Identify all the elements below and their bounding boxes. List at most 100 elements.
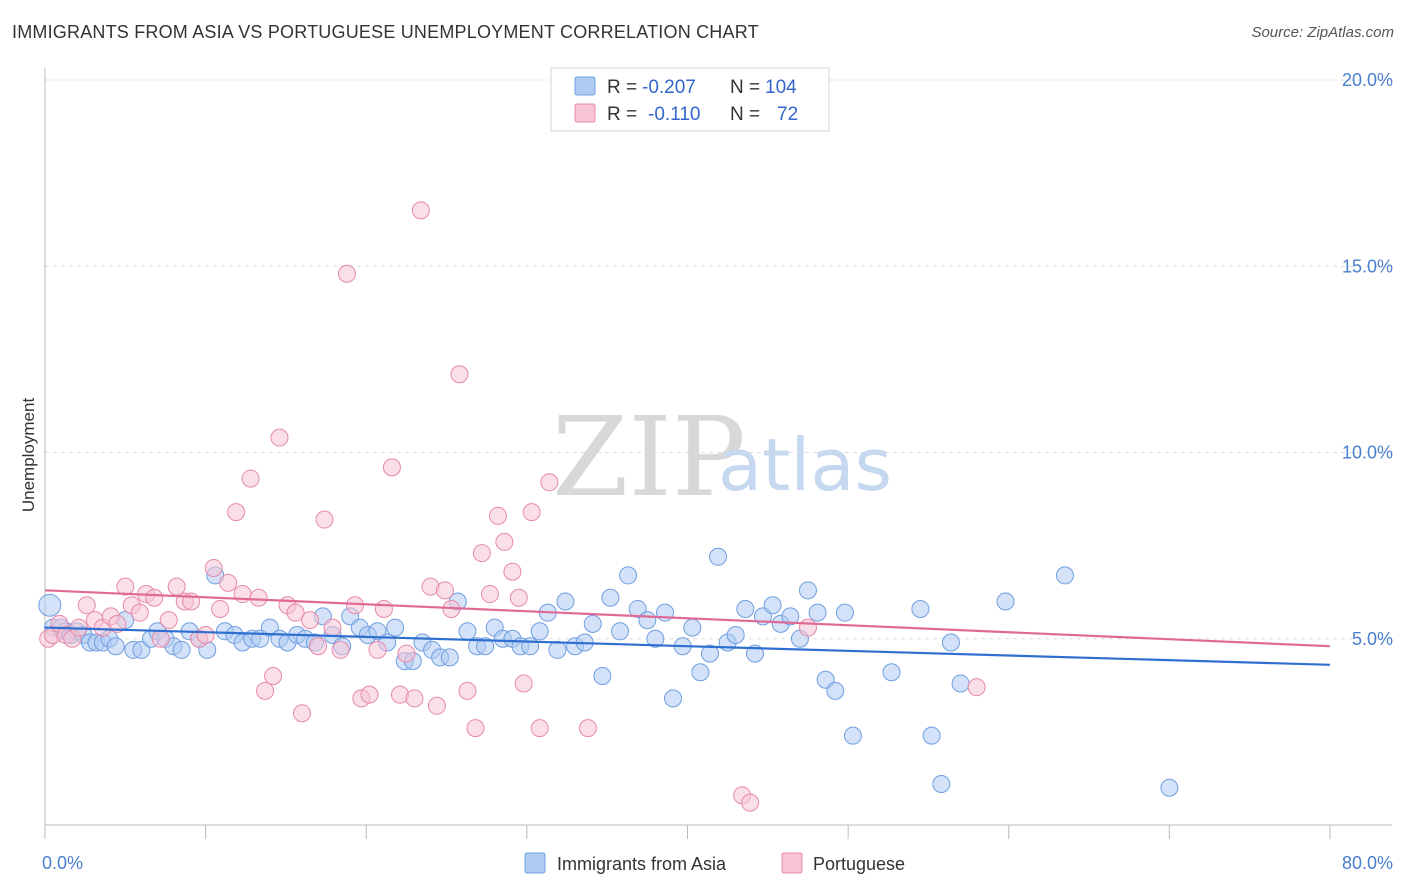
data-point xyxy=(167,577,186,596)
data-point xyxy=(315,510,334,529)
series-asia-points xyxy=(38,547,1179,797)
data-point xyxy=(323,618,342,637)
data-point xyxy=(911,599,930,618)
data-point xyxy=(726,626,745,645)
data-point xyxy=(159,611,178,630)
data-point xyxy=(309,637,328,656)
series-portuguese-points xyxy=(39,201,986,812)
data-point xyxy=(611,622,630,641)
data-point xyxy=(227,503,246,522)
data-point xyxy=(1055,566,1074,585)
legend-n-label-asia: N = xyxy=(730,77,760,98)
data-point xyxy=(458,622,477,641)
data-point xyxy=(450,365,469,384)
data-point xyxy=(593,667,612,685)
data-point xyxy=(374,599,393,618)
legend-n-value-portuguese: 72 xyxy=(777,104,798,125)
data-point xyxy=(745,644,764,663)
watermark-atlas: atlas xyxy=(718,423,892,507)
legend-r-value-asia: -0.207 xyxy=(642,77,696,98)
data-point xyxy=(521,637,540,656)
data-point xyxy=(196,626,215,645)
data-point xyxy=(646,629,665,648)
watermark-zip: ZIP xyxy=(552,393,746,521)
data-point xyxy=(435,581,454,600)
data-point xyxy=(286,603,305,622)
data-point xyxy=(798,618,817,637)
y-tick-label: 10.0% xyxy=(1342,443,1393,463)
data-point xyxy=(145,588,164,607)
legend-frame xyxy=(550,67,830,132)
bottom-legend-label-portuguese: Portuguese xyxy=(813,854,905,874)
y-tick-label: 20.0% xyxy=(1342,70,1393,90)
data-point xyxy=(397,644,416,663)
data-point xyxy=(368,640,387,659)
data-point xyxy=(130,603,149,622)
legend-swatch-portuguese xyxy=(574,103,596,123)
data-point xyxy=(522,503,541,522)
data-point xyxy=(472,544,491,563)
data-point xyxy=(386,618,405,637)
data-point xyxy=(219,573,238,592)
data-point xyxy=(638,611,657,630)
y-tick-label: 5.0% xyxy=(1352,629,1393,649)
data-point xyxy=(540,473,559,492)
data-point xyxy=(843,726,862,745)
data-point xyxy=(427,696,446,715)
data-point xyxy=(108,614,127,633)
data-point xyxy=(106,637,125,656)
legend: R = -0.207 N = 104 R = -0.110 N = 72 xyxy=(550,67,830,132)
data-point xyxy=(781,607,800,626)
data-point xyxy=(270,428,289,447)
data-point xyxy=(922,726,941,745)
data-point xyxy=(763,596,782,615)
data-point xyxy=(808,603,827,622)
data-point xyxy=(798,581,817,600)
data-point xyxy=(709,547,728,566)
data-point xyxy=(619,566,638,585)
data-point xyxy=(211,599,230,618)
data-point xyxy=(951,674,970,693)
data-point xyxy=(736,599,755,618)
data-point xyxy=(601,588,620,607)
data-point xyxy=(583,614,602,633)
chart-title: IMMIGRANTS FROM ASIA VS PORTUGUESE UNEMP… xyxy=(12,22,759,42)
bottom-legend-label-asia: Immigrants from Asia xyxy=(557,854,727,874)
y-tick-label: 15.0% xyxy=(1342,256,1393,276)
data-point xyxy=(346,596,365,615)
legend-swatch-asia xyxy=(574,76,596,96)
trend-lines xyxy=(44,589,1331,666)
data-point xyxy=(405,689,424,708)
data-point xyxy=(172,640,191,659)
data-point xyxy=(256,681,275,700)
data-point xyxy=(882,663,901,682)
data-point xyxy=(301,611,320,630)
data-point xyxy=(741,793,760,812)
bottom-legend-swatch-asia xyxy=(524,852,546,874)
data-point xyxy=(941,633,960,652)
watermark: ZIP atlas xyxy=(552,393,892,521)
axes: 5.0% 10.0% 15.0% 20.0% 0.0% 80.0% xyxy=(42,68,1393,873)
x-tick-label-max: 80.0% xyxy=(1342,853,1393,873)
bottom-legend: Immigrants from Asia Portuguese xyxy=(524,852,905,874)
data-point xyxy=(241,469,260,488)
data-point xyxy=(530,719,549,738)
data-point xyxy=(495,532,514,551)
data-point xyxy=(458,681,477,700)
data-point xyxy=(578,719,597,738)
data-point xyxy=(683,618,702,637)
data-point xyxy=(116,577,135,596)
data-point xyxy=(382,458,401,477)
data-point xyxy=(249,588,268,607)
data-point xyxy=(514,674,533,693)
bottom-legend-swatch-portuguese xyxy=(781,852,803,874)
data-point xyxy=(932,775,951,794)
data-point xyxy=(548,640,567,659)
x-tick-label-min: 0.0% xyxy=(42,853,83,873)
trend-line-asia xyxy=(44,626,1331,666)
data-point xyxy=(480,585,499,604)
data-point xyxy=(503,562,522,581)
data-point xyxy=(38,593,62,617)
data-point xyxy=(530,622,549,641)
data-point xyxy=(664,689,683,708)
